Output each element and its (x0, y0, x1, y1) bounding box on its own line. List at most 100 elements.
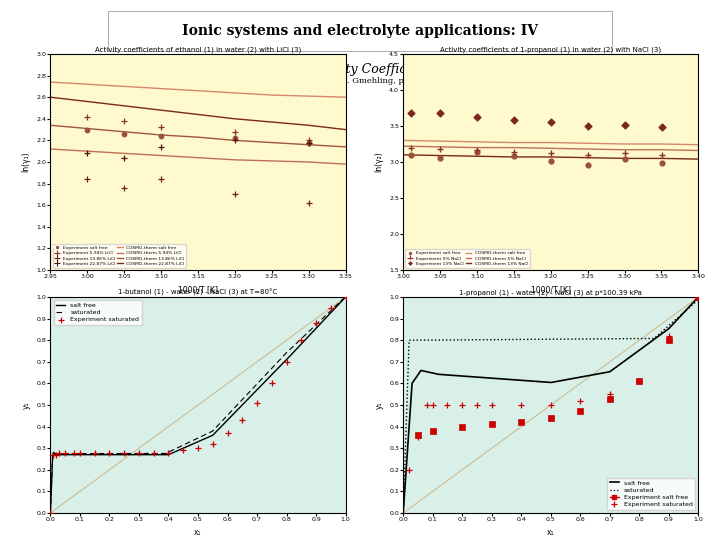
Experiment saturated (177, 446, 189, 455)
Title: Activity coefficients of 1-propanol (1) in water (2) with NaCl (3): Activity coefficients of 1-propanol (1) … (440, 46, 662, 53)
Experiment salt free (516, 418, 527, 427)
salt free (613, 363, 622, 369)
Point (434, 154, 446, 163)
Point (582, 160, 593, 169)
Experiment saturated (236, 416, 248, 424)
Experiment salt free (456, 422, 468, 431)
saturated (516, 336, 524, 343)
Point (303, 138, 315, 147)
Experiment saturated (604, 390, 616, 399)
Experiment saturated (148, 448, 159, 457)
Point (472, 113, 483, 122)
Point (81, 175, 93, 184)
Experiment saturated (486, 401, 498, 409)
Point (619, 120, 631, 129)
Experiment saturated (325, 303, 336, 312)
Experiment salt free (486, 420, 498, 429)
Line: salt free: salt free (50, 297, 346, 513)
saturated (261, 372, 269, 379)
Point (119, 117, 130, 125)
salt free (694, 294, 703, 300)
Experiment saturated (74, 448, 86, 457)
Point (656, 151, 667, 159)
Title: 1-butanol (1) - water (2) - NaCl (3) at T=80°C: 1-butanol (1) - water (2) - NaCl (3) at … (118, 288, 278, 296)
Point (229, 190, 240, 199)
Experiment saturated (442, 401, 454, 409)
Point (156, 175, 167, 184)
Legend: Experiment salt free, Experiment 5.94% LiCl, Experiment 13.86% LiCl, Experiment : Experiment salt free, Experiment 5.94% L… (53, 244, 186, 268)
Y-axis label: y₁: y₁ (374, 401, 384, 409)
Line: saturated: saturated (50, 297, 346, 513)
saturated (399, 510, 408, 516)
Experiment saturated (421, 401, 433, 409)
Point (656, 123, 667, 132)
Point (508, 116, 520, 125)
X-axis label: x₁: x₁ (547, 528, 554, 537)
Point (405, 143, 416, 152)
saturated (232, 403, 240, 409)
Experiment saturated (413, 433, 424, 442)
salt free (612, 364, 621, 370)
Experiment salt free (663, 336, 675, 345)
Experiment salt free (634, 377, 645, 386)
salt free (81, 451, 90, 458)
Point (472, 147, 483, 156)
Text: Salt Effect on Activity Coefficients and VLEs: Salt Effect on Activity Coefficients and… (219, 63, 501, 76)
Experiment saturated (456, 401, 468, 409)
Experiment saturated (403, 465, 415, 474)
X-axis label: x₁: x₁ (194, 528, 202, 537)
Point (545, 156, 557, 165)
Experiment salt free (413, 431, 424, 440)
Point (545, 118, 557, 127)
Experiment saturated (89, 448, 101, 457)
X-axis label: 1000/T [K]: 1000/T [K] (178, 285, 218, 294)
Point (119, 184, 130, 192)
Experiment salt free (575, 407, 586, 416)
Point (545, 149, 557, 158)
Experiment saturated (340, 293, 351, 301)
salt free (516, 377, 524, 383)
Point (229, 134, 240, 143)
Experiment saturated (575, 396, 586, 405)
Line: salt free: salt free (403, 297, 698, 513)
saturated (612, 335, 621, 342)
Point (434, 109, 446, 117)
Experiment saturated (53, 448, 65, 457)
Point (303, 138, 315, 147)
Point (508, 147, 520, 156)
saturated (341, 294, 350, 300)
saturated (259, 374, 268, 380)
Point (303, 136, 315, 145)
Experiment saturated (310, 319, 322, 327)
Experiment saturated (471, 401, 482, 409)
Point (156, 132, 167, 140)
Experiment saturated (48, 450, 59, 459)
X-axis label: 1000/T [K]: 1000/T [K] (531, 285, 571, 294)
Legend: salt free, saturated, Experiment saturated: salt free, saturated, Experiment saturat… (53, 300, 142, 325)
salt free (261, 379, 269, 385)
Point (582, 122, 593, 130)
saturated (694, 296, 703, 303)
Experiment salt free (545, 414, 557, 422)
Experiment saturated (104, 448, 115, 457)
Experiment saturated (59, 448, 71, 457)
Experiment saturated (516, 401, 527, 409)
Experiment saturated (251, 399, 263, 407)
Text: exp. data from M. Topphoff, J. Gmehling, private communication: exp. data from M. Topphoff, J. Gmehling,… (224, 77, 496, 85)
Experiment saturated (663, 332, 675, 340)
FancyBboxPatch shape (108, 11, 612, 51)
Point (303, 199, 315, 207)
Experiment salt free (693, 293, 704, 301)
Point (229, 127, 240, 136)
Legend: salt free, saturated, Experiment salt free, Experiment saturated: salt free, saturated, Experiment salt fr… (607, 478, 696, 510)
Point (81, 149, 93, 158)
Experiment saturated (118, 448, 130, 457)
saturated (163, 450, 171, 457)
salt free (143, 451, 151, 458)
Title: 1-propanol (1) - water (2) - NaCl (3) at p*100.39 kPa: 1-propanol (1) - water (2) - NaCl (3) at… (459, 289, 642, 296)
Experiment saturated (295, 336, 307, 345)
salt free (341, 294, 350, 300)
Y-axis label: ln(γ₂): ln(γ₂) (374, 152, 384, 172)
saturated (434, 337, 443, 343)
Point (119, 153, 130, 162)
